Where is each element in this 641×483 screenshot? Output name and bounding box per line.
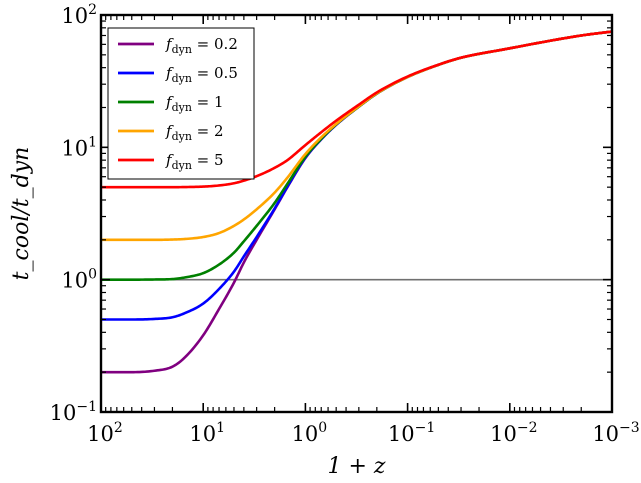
y-tick-label: 100 [61,267,97,293]
series-layer [101,30,612,374]
x-tick-label: 10−3 [592,420,639,446]
tick-labels-layer: 102 101 100 10−1 10−2 10−3 10−1 100 101 102 [50,2,640,446]
legend-label: fdyn = 0.2 [165,35,238,56]
y-tick-label: 10−1 [50,399,97,425]
x-tick-label: 10−1 [388,420,435,446]
legend-label: fdyn = 2 [165,122,224,143]
legend-box [107,27,255,180]
y-tick-label: 101 [61,134,97,160]
plot-frame [99,13,614,414]
y-axis-label: t_cool/t_dyn [9,147,34,281]
x-tick-label: 102 [87,420,123,446]
legend-label: fdyn = 0.5 [165,64,238,85]
x-axis-label: 1 + z [327,454,385,479]
y-tick-label: 102 [61,2,97,28]
x-tick-label: 101 [189,420,225,446]
series-line-4 [101,30,612,189]
x-tick-label: 10−2 [490,420,537,446]
x-tick-label: 100 [292,420,328,446]
legend-label: fdyn = 1 [165,93,224,114]
legend-label: fdyn = 5 [165,151,224,172]
legend: fdyn = 0.2 fdyn = 0.5 fdyn = 1 fdyn = 2 fdyn… [107,27,255,180]
